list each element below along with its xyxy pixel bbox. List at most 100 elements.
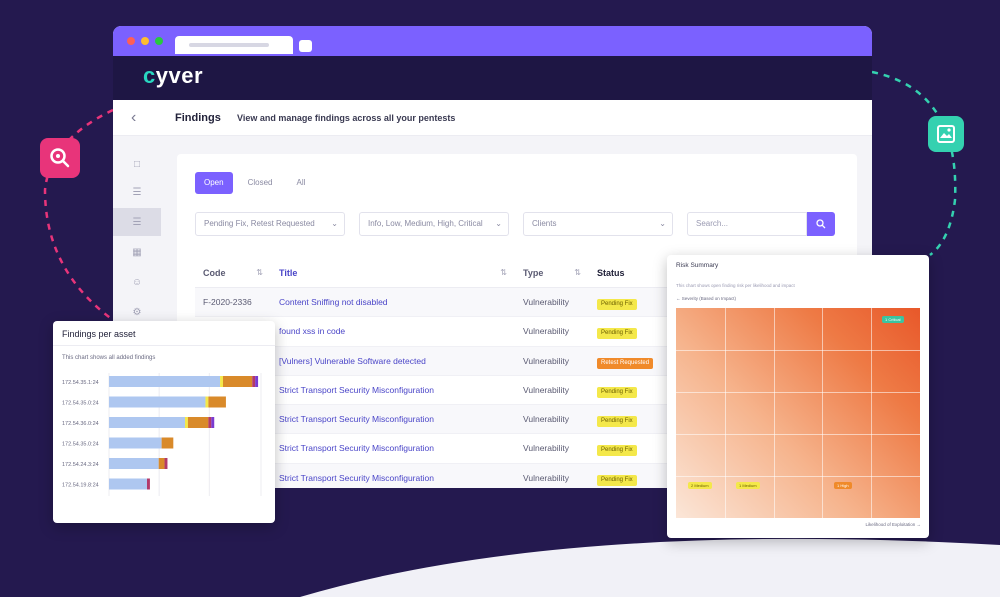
bar-segment[interactable] <box>109 396 206 408</box>
app-header: cyver <box>113 56 872 100</box>
column-header-status[interactable]: Status <box>597 268 625 278</box>
users-icon[interactable]: ☺ <box>131 276 143 288</box>
bar-segment[interactable] <box>252 376 256 387</box>
bar-segment[interactable] <box>211 417 215 428</box>
sort-icon[interactable]: ⇅ <box>500 268 507 277</box>
tab-all[interactable]: All <box>296 178 306 187</box>
column-header-title[interactable]: Title ⇅ <box>271 258 515 287</box>
asset-card-description: This chart shows all added findings <box>62 355 156 361</box>
browser-tab[interactable] <box>175 36 293 54</box>
risk-badge[interactable]: 1 High <box>834 482 852 489</box>
bar-segment[interactable] <box>208 417 212 428</box>
column-header-code[interactable]: Code ⇅ <box>195 258 271 287</box>
category-label: 172.54.35.0:24 <box>62 442 99 448</box>
status-tabs: Open Closed All <box>195 172 314 194</box>
finding-title-link[interactable]: Strict Transport Security Misconfigurati… <box>279 472 434 483</box>
bar-segment[interactable] <box>147 478 150 490</box>
bar-segment[interactable] <box>109 376 221 387</box>
window-minimize-dot[interactable] <box>141 37 149 45</box>
finding-title-link[interactable]: Content Sniffing not disabled <box>279 297 388 307</box>
cell-status: Pending Fix <box>589 434 855 462</box>
category-label: 172.54.35.1:24 <box>62 380 99 386</box>
status-badge: Pending Fix <box>597 299 637 310</box>
window-maximize-dot[interactable] <box>155 37 163 45</box>
bar-segment[interactable] <box>109 417 185 428</box>
table-row[interactable]: Strict Transport Security Misconfigurati… <box>195 434 855 464</box>
cell-type: Vulnerability <box>523 355 569 366</box>
bar-segment[interactable] <box>161 437 174 449</box>
bar-segment[interactable] <box>109 478 147 490</box>
cell-type: Vulnerability <box>523 297 569 307</box>
settings-icon[interactable]: ⚙ <box>132 306 142 318</box>
sort-icon[interactable]: ⇅ <box>256 268 263 277</box>
bar-segment[interactable] <box>220 376 223 387</box>
category-label: 172.54.19.8:24 <box>62 483 99 489</box>
bar-segment[interactable] <box>164 458 168 469</box>
table-row[interactable]: found xss in code Vulnerability Pending Fi… <box>195 317 855 347</box>
page-title: Findings <box>175 112 221 124</box>
risk-matrix: 1 Critical 2 Medium 1 Medium 1 High <box>676 308 920 518</box>
bar-segment[interactable] <box>185 417 188 428</box>
cell-type: Vulnerability <box>523 414 569 425</box>
cell-type: Vulnerability <box>523 443 569 454</box>
column-header-type[interactable]: Type ⇅ <box>515 258 589 287</box>
cell-status: Pending Fix <box>589 376 855 404</box>
findings-per-asset-card: Findings per asset This chart shows all … <box>53 321 275 523</box>
risk-axis-label: ← Severity (Based on Impact) <box>676 296 737 301</box>
cell-status: Pending Fix <box>589 317 855 345</box>
cell-type: Vulnerability <box>523 326 569 337</box>
cell-status: Pending Fix <box>589 464 855 488</box>
search-button[interactable] <box>807 212 835 236</box>
status-badge: Pending Fix <box>597 386 637 398</box>
status-filter[interactable]: Pending Fix, Retest Requested ⌄ <box>195 212 345 236</box>
list-icon[interactable]: ☰ <box>132 186 142 198</box>
page-subtitle: View and manage findings across all your… <box>237 113 456 123</box>
page-header: ‹ Findings View and manage findings acro… <box>113 100 872 136</box>
status-badge: Pending Fix <box>597 474 637 486</box>
finding-title-link[interactable]: Strict Transport Security Misconfigurati… <box>279 414 434 425</box>
status-badge: Retest Requested <box>597 357 654 369</box>
finding-title-link[interactable]: [Vulners] Vulnerable Software detected <box>279 355 426 366</box>
clients-filter[interactable]: Clients ⌄ <box>523 212 673 236</box>
finding-title-link[interactable]: Strict Transport Security Misconfigurati… <box>279 384 434 395</box>
tab-open[interactable]: Open <box>195 172 233 194</box>
risk-badge[interactable]: 2 Medium <box>688 482 712 489</box>
table-header: Code ⇅ Title ⇅ Type ⇅ Status <box>195 258 855 288</box>
risk-footer-label: Likelihood of Exploitation → <box>865 522 921 527</box>
dashboard-icon[interactable]: □ <box>133 158 141 170</box>
risk-card-description: This chart shows open finding risk per l… <box>676 283 795 288</box>
bar-segment[interactable] <box>158 458 165 469</box>
findings-per-asset-chart: 172.54.35.1:24 172.54.35.0:24 172.54.36.0:… <box>62 373 262 496</box>
cell-code: F-2020-2336 <box>203 297 252 307</box>
search-input[interactable]: Search... <box>687 212 807 236</box>
sort-icon[interactable]: ⇅ <box>574 268 581 277</box>
report-image-icon <box>928 116 964 152</box>
tab-closed[interactable]: Closed <box>247 178 273 187</box>
cell-status: Retest Requested <box>589 347 855 375</box>
bar-segment[interactable] <box>109 437 162 449</box>
finding-title-link[interactable]: Strict Transport Security Misconfigurati… <box>279 443 434 454</box>
window-close-dot[interactable] <box>127 37 135 45</box>
risk-badge[interactable]: 1 Critical <box>882 316 904 323</box>
category-label: 172.54.24.3:24 <box>62 462 99 468</box>
asset-card-title: Findings per asset <box>62 329 136 339</box>
bar-segment[interactable] <box>205 396 209 408</box>
status-badge: Pending Fix <box>597 445 637 457</box>
bar-segment[interactable] <box>223 376 253 387</box>
finding-title-link[interactable]: found xss in code <box>279 326 346 337</box>
back-arrow-icon[interactable]: ‹ <box>131 109 137 126</box>
bar-segment[interactable] <box>208 396 226 408</box>
severity-filter[interactable]: Info, Low, Medium, High, Critical ⌄ <box>359 212 509 236</box>
findings-icon[interactable]: ☰ <box>113 208 161 236</box>
divider <box>53 345 275 346</box>
table-row[interactable]: Strict Transport Security Misconfigurati… <box>195 376 855 406</box>
bar-segment[interactable] <box>109 458 159 469</box>
cell-status: Pending Fix <box>589 405 855 433</box>
calendar-icon[interactable]: ▦ <box>132 246 142 258</box>
risk-badge[interactable]: 1 Medium <box>736 482 760 489</box>
bar-segment[interactable] <box>255 376 259 387</box>
bar-segment[interactable] <box>187 417 209 428</box>
new-tab-button[interactable] <box>299 40 312 52</box>
